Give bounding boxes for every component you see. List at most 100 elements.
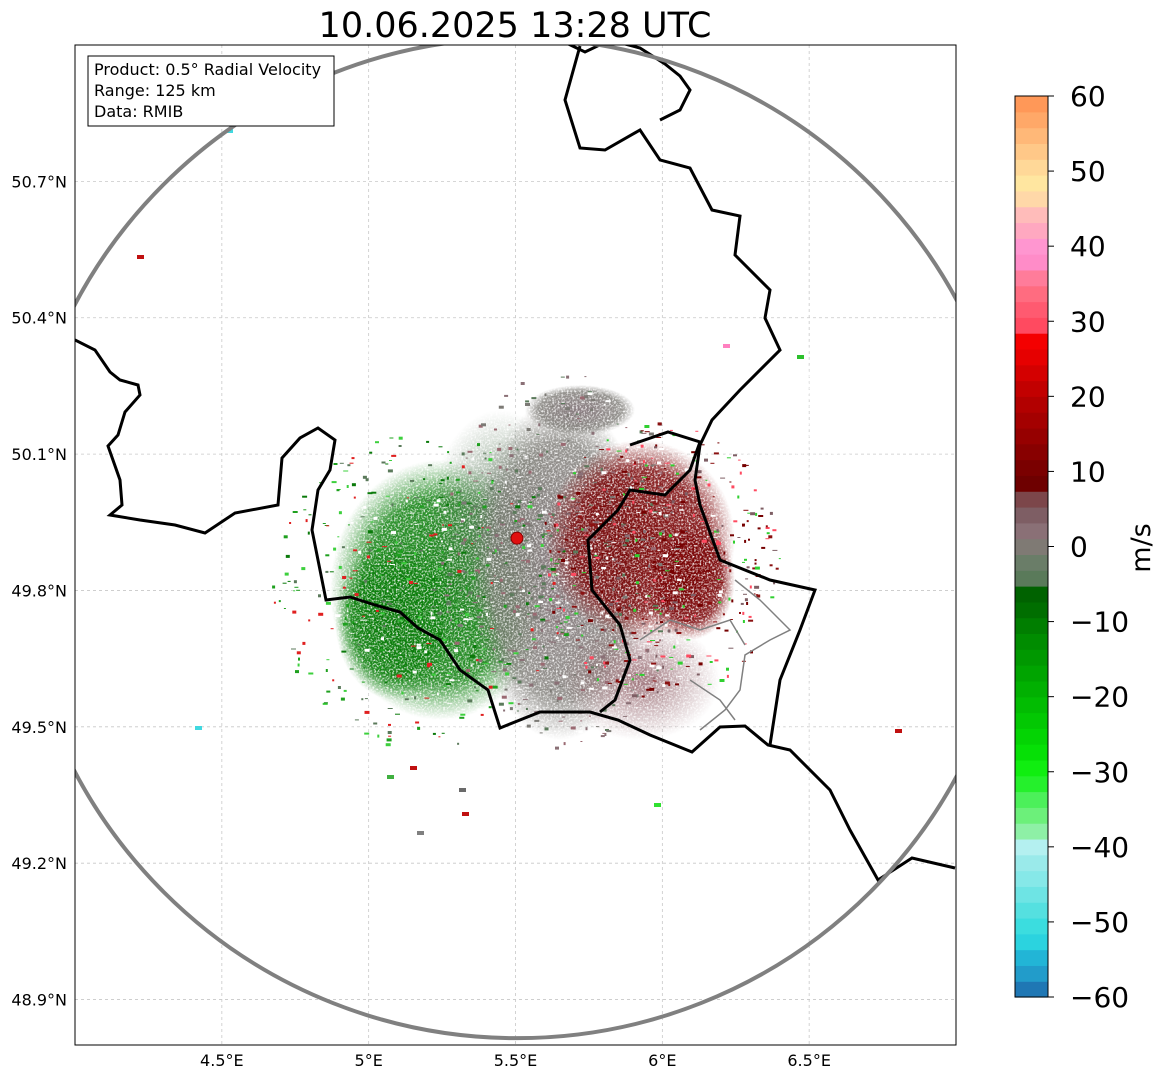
echo-pixel (578, 646, 584, 649)
echo-pixel (724, 567, 728, 569)
colorbar-segment (1015, 728, 1048, 745)
echo-pixel (687, 624, 690, 626)
echo-pixel (649, 509, 653, 513)
echo-pixel (489, 712, 494, 716)
echo-pixel (646, 541, 650, 543)
echo-pixel (724, 629, 729, 632)
echo-pixel (726, 674, 729, 678)
echo-pixel (302, 495, 308, 498)
echo-pixel (446, 588, 449, 590)
echo-pixel (438, 736, 441, 738)
echo-pixel (755, 512, 758, 516)
echo-pixel (485, 607, 489, 609)
echo-pixel (587, 392, 593, 395)
echo-pixel (557, 502, 561, 506)
echo-pixel (323, 702, 328, 704)
echo-pixel (747, 512, 751, 514)
colorbar-segment (1015, 269, 1048, 287)
echo-pixel (671, 500, 675, 504)
echo-pixel (478, 535, 481, 538)
echo-pixel (680, 546, 685, 548)
echo-pixel (400, 542, 403, 545)
echo-pixel (437, 567, 443, 570)
echo-pixel (424, 650, 428, 654)
echo-pixel (600, 655, 606, 659)
echo-pixel (413, 582, 418, 584)
echo-pixel (308, 619, 311, 622)
echo-pixel (662, 684, 666, 687)
echo-pixel (749, 585, 752, 589)
echo-pixel (628, 674, 631, 677)
echo-pixel (766, 532, 770, 535)
echo-pixel (531, 496, 536, 499)
echo-pixel (660, 621, 663, 624)
echo-pixel (622, 493, 625, 496)
echo-pixel (532, 612, 537, 616)
echo-pixel (721, 524, 724, 527)
echo-pixel (655, 641, 660, 643)
echo-pixel (659, 570, 665, 572)
echo-pixel (333, 466, 336, 468)
echo-pixel (647, 564, 650, 568)
echo-pixel (578, 472, 584, 476)
echo-pixel (561, 580, 567, 582)
echo-pixel (651, 662, 657, 665)
echo-pixel (536, 706, 539, 709)
echo-pixel (577, 418, 580, 419)
y-tick-label: 48.9°N (11, 991, 67, 1010)
echo-pixel (558, 495, 564, 499)
echo-pixel (526, 724, 531, 728)
echo-pixel (273, 601, 276, 604)
echo-pixel (427, 662, 432, 666)
echo-pixel (490, 628, 494, 629)
colorbar-segment (1015, 870, 1048, 887)
echo-pixel (481, 527, 484, 529)
echo-pixel (670, 511, 673, 514)
echo-pixel (665, 590, 669, 592)
echo-pixel (604, 733, 607, 736)
echo-pixel (505, 468, 508, 471)
echo-pixel (352, 621, 355, 625)
echo-pixel (730, 534, 734, 537)
echo-pixel (474, 686, 476, 689)
echo-pixel (457, 623, 463, 627)
echo-pixel (563, 621, 568, 623)
echo-pixel (371, 491, 377, 494)
echo-pixel (631, 631, 637, 634)
echo-pixel (606, 490, 608, 493)
clutter-echo (417, 831, 424, 835)
echo-pixel (322, 523, 326, 524)
echo-pixel (505, 672, 510, 676)
echo-pixel (650, 587, 653, 589)
echo-pixel (637, 656, 642, 659)
echo-pixel (292, 511, 298, 513)
echo-pixel (666, 600, 669, 604)
echo-pixel (456, 491, 461, 494)
y-tick-label: 50.1°N (11, 445, 67, 464)
echo-pixel (606, 730, 612, 733)
echo-pixel (429, 534, 435, 537)
colorbar-segment (1015, 206, 1048, 224)
echo-pixel (699, 521, 705, 522)
echo-pixel (761, 546, 766, 549)
echo-pixel (498, 465, 502, 469)
echo-pixel (519, 703, 522, 705)
echo-pixel (603, 403, 606, 406)
echo-pixel (668, 534, 672, 538)
echo-pixel (612, 587, 615, 591)
echo-pixel (438, 653, 441, 656)
colorbar-segment (1015, 696, 1048, 714)
echo-pixel (549, 534, 553, 537)
clutter-echo (462, 812, 469, 816)
echo-pixel (624, 660, 629, 662)
echo-pixel (585, 727, 588, 731)
echo-pixel (608, 501, 611, 504)
echo-pixel (671, 548, 674, 550)
echo-pixel (548, 573, 551, 577)
echo-pixel (650, 630, 653, 632)
echo-pixel (342, 722, 346, 725)
echo-pixel (305, 519, 308, 523)
echo-pixel (503, 709, 506, 712)
echo-pixel (706, 655, 712, 657)
